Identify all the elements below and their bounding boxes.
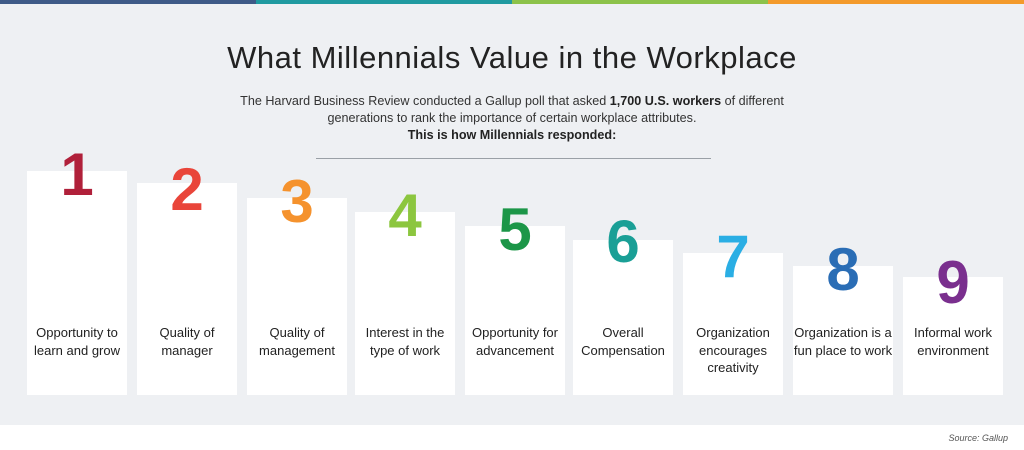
- rank-label: Organization is a fun place to work: [793, 325, 893, 358]
- rank-label: Quality of manager: [159, 325, 215, 358]
- color-segment: [0, 0, 256, 4]
- source-name: Gallup: [981, 433, 1008, 443]
- rank-number: 9: [936, 249, 970, 316]
- rank-label: Interest in the type of work: [365, 325, 445, 358]
- ranking-card: [903, 277, 1003, 395]
- color-segment: [512, 0, 768, 4]
- intro-part2: of different generations to rank the imp…: [327, 94, 784, 125]
- rank-label: Organization encourages creativity: [696, 325, 770, 375]
- ranking-card: [465, 226, 565, 395]
- source-prefix: Source:: [948, 433, 982, 443]
- rank-number: 7: [716, 223, 750, 290]
- rank-number: 3: [280, 168, 314, 235]
- ranking-card: [137, 183, 237, 395]
- rank-number: 4: [388, 182, 422, 249]
- ranking-card: [683, 253, 783, 395]
- page-title: What Millennials Value in the Workplace: [227, 40, 797, 75]
- ranking-card: [573, 240, 673, 395]
- rank-label: Quality of management: [259, 325, 335, 358]
- rank-number: 6: [606, 208, 640, 275]
- ranking-card: [247, 198, 347, 395]
- rank-label: Informal work environment: [913, 325, 993, 358]
- rank-number: 8: [826, 236, 860, 303]
- source-note: Source: Gallup: [948, 433, 1008, 443]
- color-segment: [256, 0, 512, 4]
- intro-part1: The Harvard Business Review conducted a …: [240, 94, 610, 108]
- ranking-card: [793, 266, 893, 395]
- intro-line3: This is how Millennials responded:: [407, 128, 617, 142]
- rank-number: 2: [170, 156, 204, 223]
- ranking-card: [27, 171, 127, 395]
- rank-number: 5: [498, 196, 532, 263]
- intro-bold: 1,700 U.S. workers: [609, 94, 722, 108]
- top-color-bar: [0, 0, 1024, 4]
- rank-label: Opportunity to learn and grow: [34, 325, 120, 358]
- rank-number: 1: [60, 141, 94, 208]
- divider: [316, 158, 711, 159]
- color-segment: [768, 0, 1024, 4]
- ranking-card: [355, 212, 455, 395]
- footer-strip: [0, 425, 1024, 450]
- intro-text: The Harvard Business Review conducted a …: [237, 93, 787, 144]
- rank-label: Overall Compensation: [581, 325, 665, 358]
- rank-label: Opportunity for advancement: [472, 325, 558, 358]
